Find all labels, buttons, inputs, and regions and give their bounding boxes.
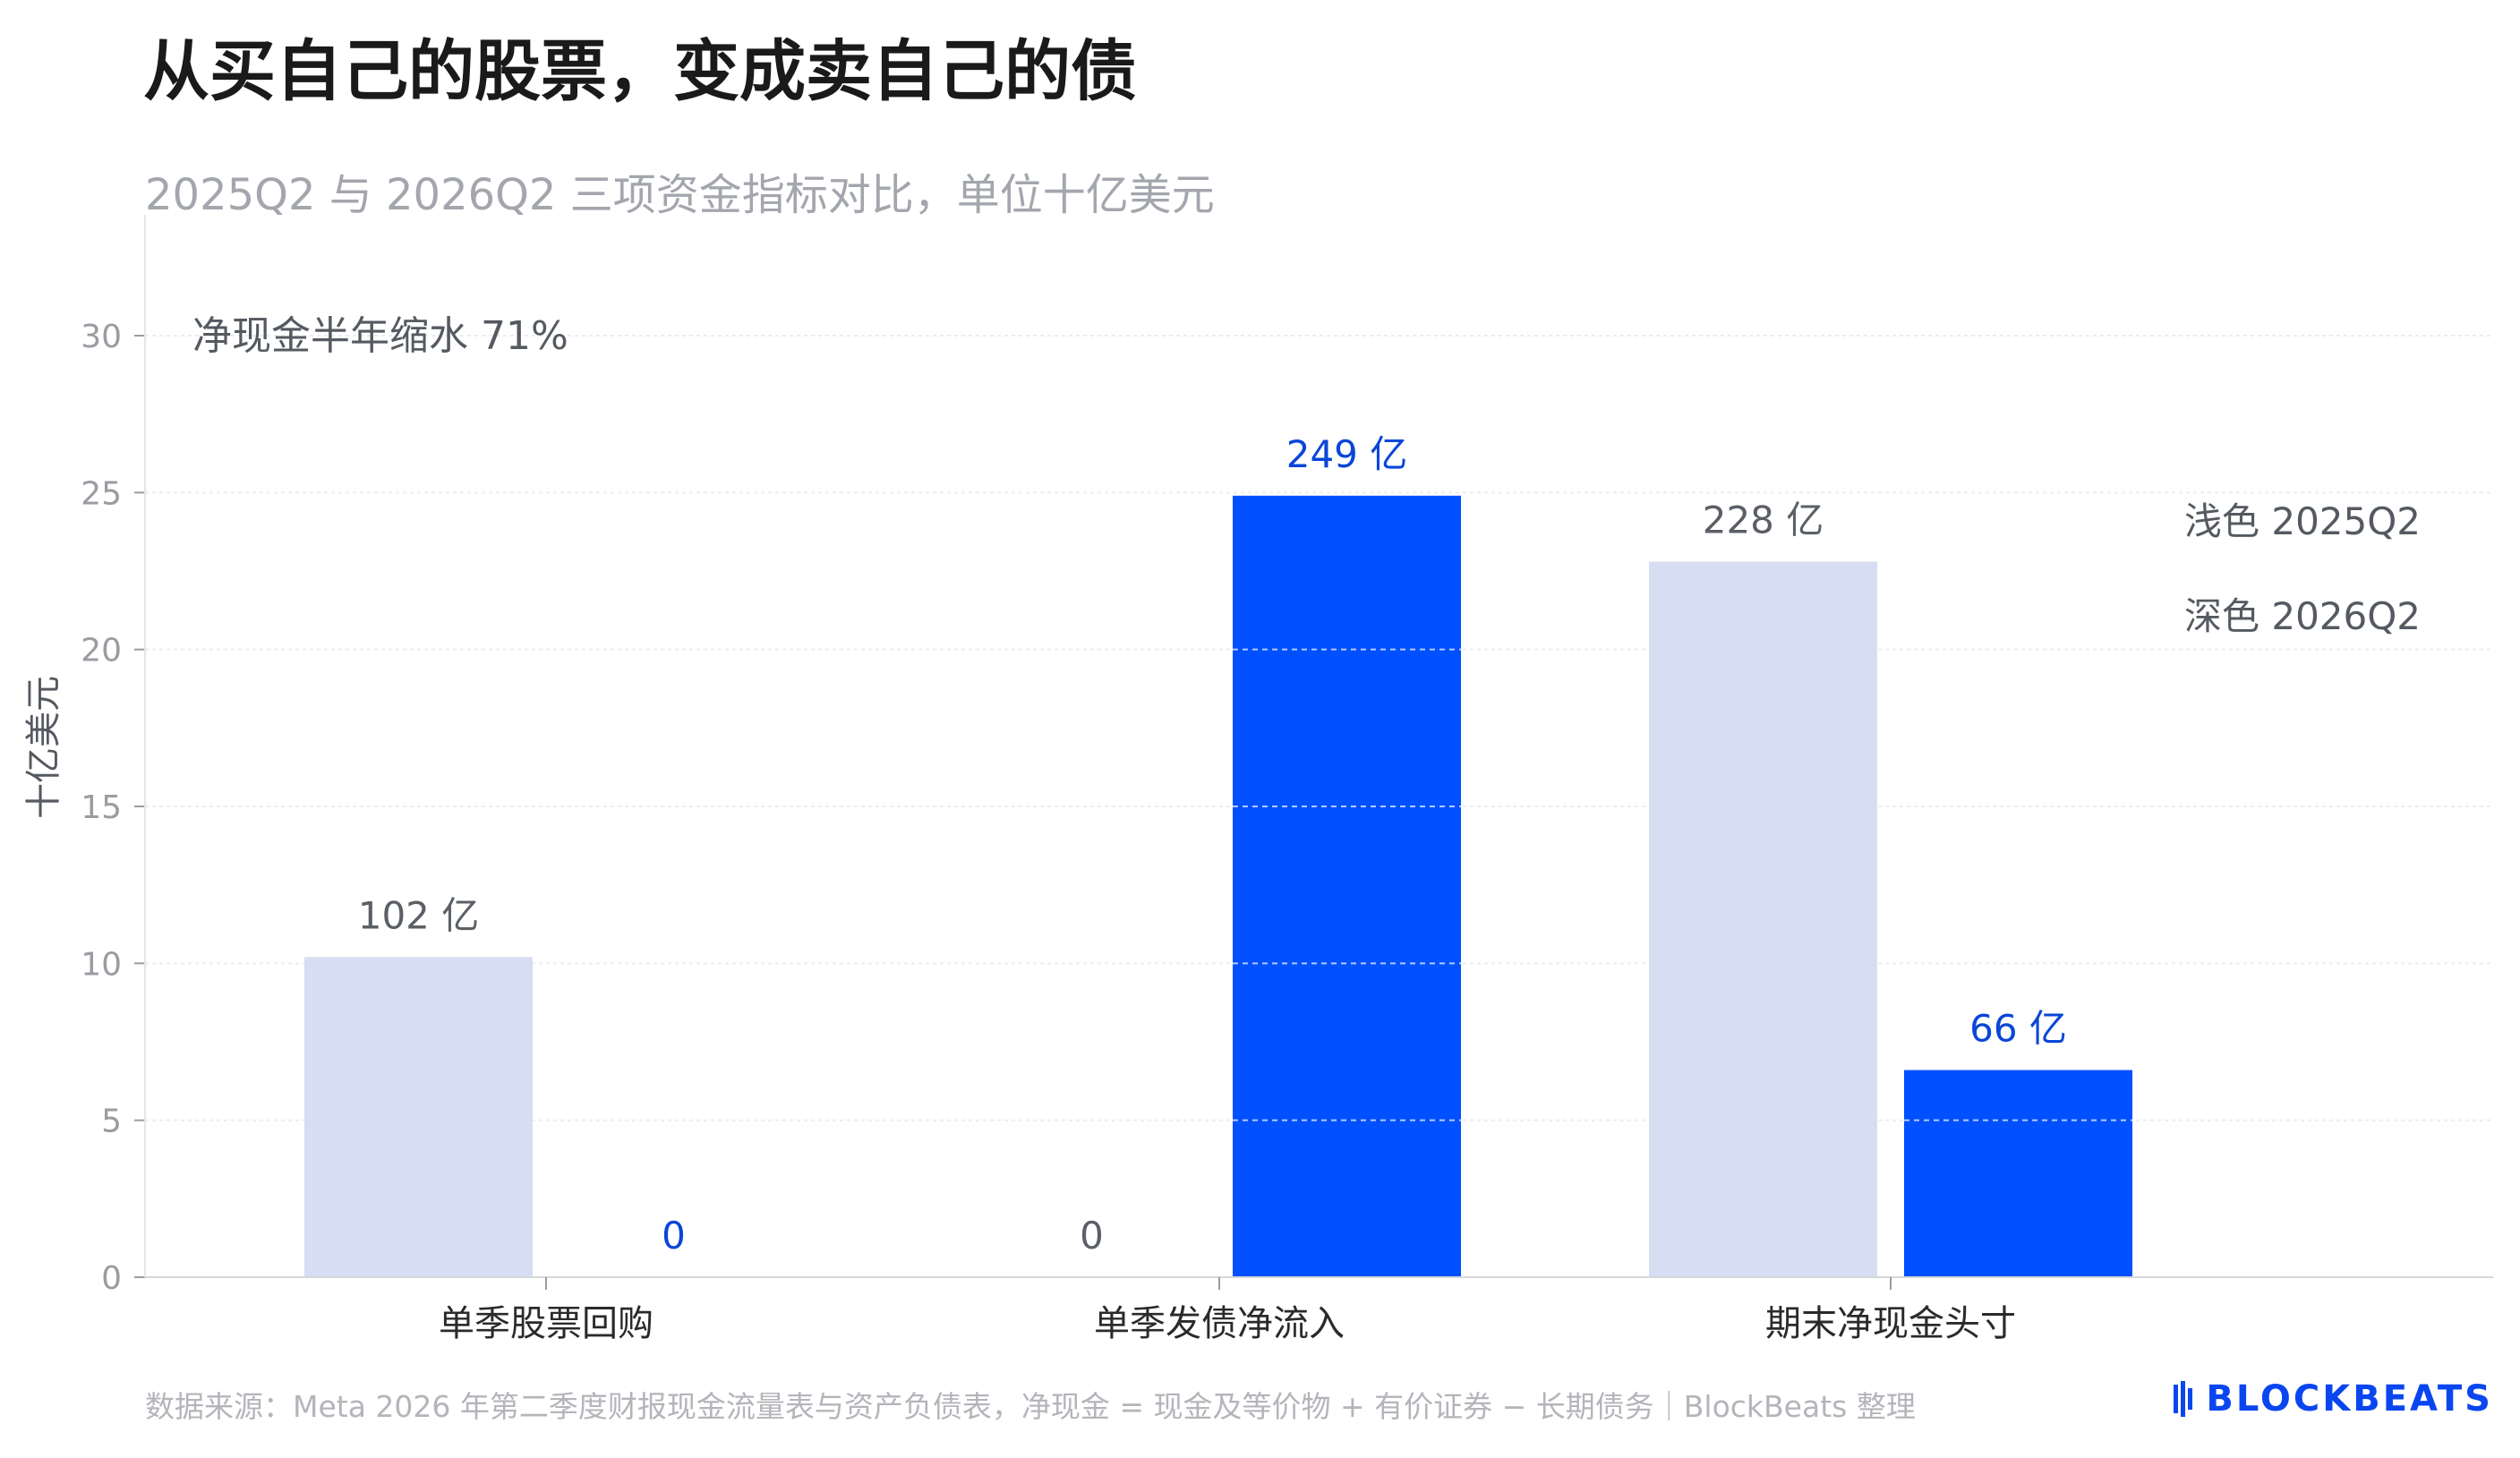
data-label-2025Q2: 102 亿 <box>358 893 480 937</box>
y-axis-label: 十亿美元 <box>23 676 64 819</box>
bar-2026Q2 <box>1904 1070 2132 1277</box>
bar-2026Q2 <box>1233 495 1461 1277</box>
x-category-label: 单季发债净流入 <box>1094 1303 1345 1344</box>
y-tick-label: 0 <box>101 1260 122 1297</box>
legend-dark: 深色 2026Q2 <box>2184 594 2421 638</box>
data-label-2026Q2: 249 亿 <box>1286 432 1408 476</box>
blockbeats-logo: BLOCKBEATS <box>2174 1378 2493 1420</box>
x-category-label: 期末净现金头寸 <box>1765 1303 2016 1344</box>
y-tick-label: 30 <box>81 319 122 355</box>
bars <box>304 495 2132 1277</box>
data-labels: 102 亿 0 0 249 亿 228 亿 66 亿 <box>358 432 2067 1258</box>
x-category-label: 单季股票回购 <box>439 1303 653 1344</box>
y-tick-label: 20 <box>81 633 122 669</box>
net-cash-annotation: 净现金半年缩水 71% <box>192 313 568 359</box>
data-label-2026Q2: 0 <box>662 1214 686 1258</box>
data-label-2025Q2: 228 亿 <box>1703 498 1824 541</box>
y-tick-label: 5 <box>101 1104 122 1140</box>
bar-2025Q2 <box>304 957 533 1277</box>
chart-subtitle: 2025Q2 与 2026Q2 三项资金指标对比，单位十亿美元 <box>145 170 1215 220</box>
y-tick-label: 10 <box>81 946 122 983</box>
data-label-2026Q2: 66 亿 <box>1969 1007 2067 1051</box>
legend-light: 浅色 2025Q2 <box>2184 499 2421 543</box>
source-note: 数据来源：Meta 2026 年第二季度财报现金流量表与资产负债表，净现金 = … <box>145 1389 1916 1424</box>
y-tick-label: 25 <box>81 475 122 512</box>
bar-inner-gridlines <box>1233 648 2132 1121</box>
blockbeats-logo-icon <box>2174 1381 2193 1417</box>
y-tick-label: 15 <box>81 789 122 826</box>
bar-2025Q2 <box>1649 561 1877 1277</box>
blockbeats-logo-text: BLOCKBEATS <box>2206 1378 2493 1420</box>
axes: 0 5 10 15 20 25 30 单季股票回购 单季发债净流入 期末净现金头寸 <box>81 215 2493 1344</box>
chart-title: 从买自己的股票，变成卖自己的债 <box>143 33 1137 110</box>
data-label-2025Q2: 0 <box>1080 1214 1104 1258</box>
